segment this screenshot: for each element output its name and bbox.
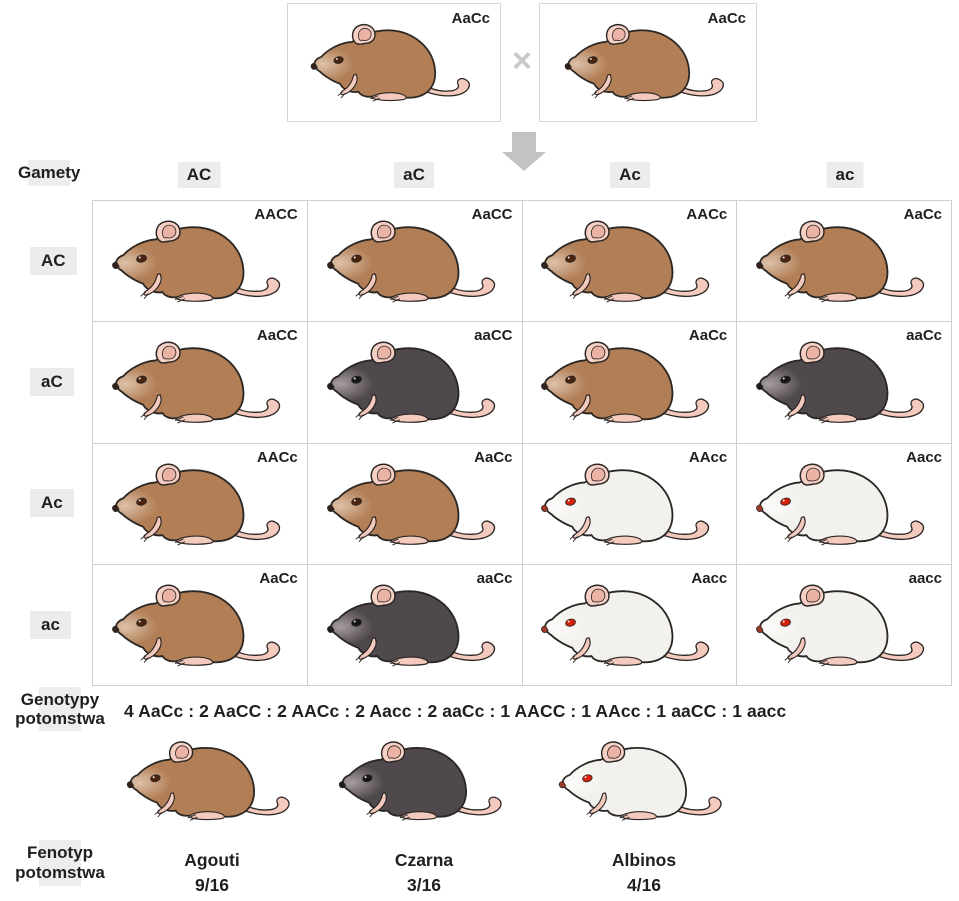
mouse-czarna — [319, 333, 511, 443]
gamete-row-AC: AC — [30, 247, 77, 275]
punnett-cell: AAcc — [522, 443, 737, 565]
mouse-albinos — [748, 455, 940, 565]
gamete-row-ac: ac — [30, 611, 71, 639]
gamete-row-Ac: Ac — [30, 489, 74, 517]
genotype-label: AaCC — [471, 206, 513, 223]
punnett-cell: AaCc — [737, 201, 951, 322]
mouse-albinos — [748, 576, 940, 686]
mouse-albinos — [533, 576, 725, 686]
mouse-albinos — [533, 455, 725, 565]
phenotype-item-albinos: Albinos 4/16 — [542, 733, 746, 898]
genotypes-summary-label: Genotypy potomstwa — [8, 690, 112, 728]
mouse-agouti — [104, 455, 296, 565]
mouse-agouti — [303, 16, 485, 120]
genotype-label: aacc — [908, 569, 942, 587]
punnett-cell: aacc — [737, 564, 951, 686]
phenotype-name: Albinos — [611, 849, 677, 870]
phenotype-fraction: 4/16 — [626, 874, 662, 895]
phenotype-item-czarna: Czarna 3/16 — [322, 733, 526, 898]
gametes-header-label: Gamety — [18, 163, 81, 182]
genotype-label: AACc — [256, 448, 298, 466]
punnett-cell: AACc — [93, 443, 307, 565]
genotype-label: Aacc — [906, 448, 942, 466]
mouse-czarna — [748, 333, 940, 443]
down-arrow-icon — [502, 152, 546, 171]
gamete-column-ac: ac — [826, 162, 864, 188]
phenotype-fraction: 3/16 — [406, 874, 442, 895]
punnett-cell: Aacc — [737, 443, 951, 565]
genotype-label: AaCc — [707, 10, 746, 27]
genotype-label: AaCc — [474, 448, 513, 466]
genotype-label: AaCc — [688, 327, 728, 345]
mouse-agouti — [533, 333, 725, 443]
mouse-agouti — [748, 212, 940, 322]
punnett-cell: AACc — [522, 201, 737, 322]
mouse-agouti — [104, 212, 296, 322]
punnett-cell: aaCC — [307, 322, 522, 443]
punnett-cell: aaCc — [737, 322, 951, 443]
genotype-label: AACC — [254, 206, 298, 223]
gamete-column-Ac: Ac — [610, 162, 650, 188]
parent-box-right: AaCc — [539, 3, 757, 122]
mouse-agouti — [557, 16, 739, 120]
mouse-agouti — [533, 212, 725, 322]
genotype-label: AAcc — [688, 448, 728, 466]
mouse-agouti — [319, 455, 511, 565]
punnett-cell: AaCC — [307, 201, 522, 322]
genotype-label: AaCc — [903, 206, 942, 223]
gamete-row-aC: aC — [30, 368, 74, 396]
mouse-czarna — [331, 733, 517, 840]
punnett-cell: AaCc — [307, 443, 522, 565]
genotype-label: aaCC — [474, 327, 513, 345]
genotype-label: AaCC — [256, 327, 298, 345]
genotype-label: aaCc — [476, 569, 513, 587]
punnett-cell: AaCc — [93, 564, 307, 686]
punnett-cell: AACC — [93, 201, 307, 322]
phenotypes-summary-label: Fenotyp potomstwa — [6, 843, 114, 883]
phenotype-name: Agouti — [184, 849, 240, 870]
punnett-grid: AACC AaCC AACc AaCc — [92, 200, 952, 686]
phenotype-name: Czarna — [394, 849, 454, 870]
mouse-czarna — [319, 576, 511, 686]
phenotype-item-agouti: Agouti 9/16 — [110, 733, 314, 898]
down-arrow-icon — [512, 132, 536, 153]
gamete-column-aC: aC — [394, 162, 434, 188]
mouse-agouti — [319, 212, 511, 322]
genotype-ratio-text: 4 AaCc : 2 AaCC : 2 AACc : 2 Aacc : 2 aa… — [124, 701, 787, 721]
mouse-agouti — [104, 333, 296, 443]
phenotype-fraction: 9/16 — [194, 874, 230, 895]
genotype-label: AaCc — [259, 569, 298, 587]
punnett-cell: AaCC — [93, 322, 307, 443]
genotype-label: Aacc — [691, 569, 728, 587]
punnett-cell: Aacc — [522, 564, 737, 686]
punnett-cell: AaCc — [522, 322, 737, 443]
genotype-label: AACc — [686, 206, 728, 223]
mouse-agouti — [119, 733, 305, 840]
mouse-agouti — [104, 576, 296, 686]
cross-icon: × — [512, 42, 532, 80]
genotype-label: aaCc — [906, 327, 942, 345]
gamete-column-AC: AC — [177, 162, 221, 188]
parent-box-left: AaCc — [287, 3, 501, 122]
mouse-albinos — [551, 733, 737, 840]
punnett-cell: aaCc — [307, 564, 522, 686]
genotype-label: AaCc — [451, 10, 490, 27]
